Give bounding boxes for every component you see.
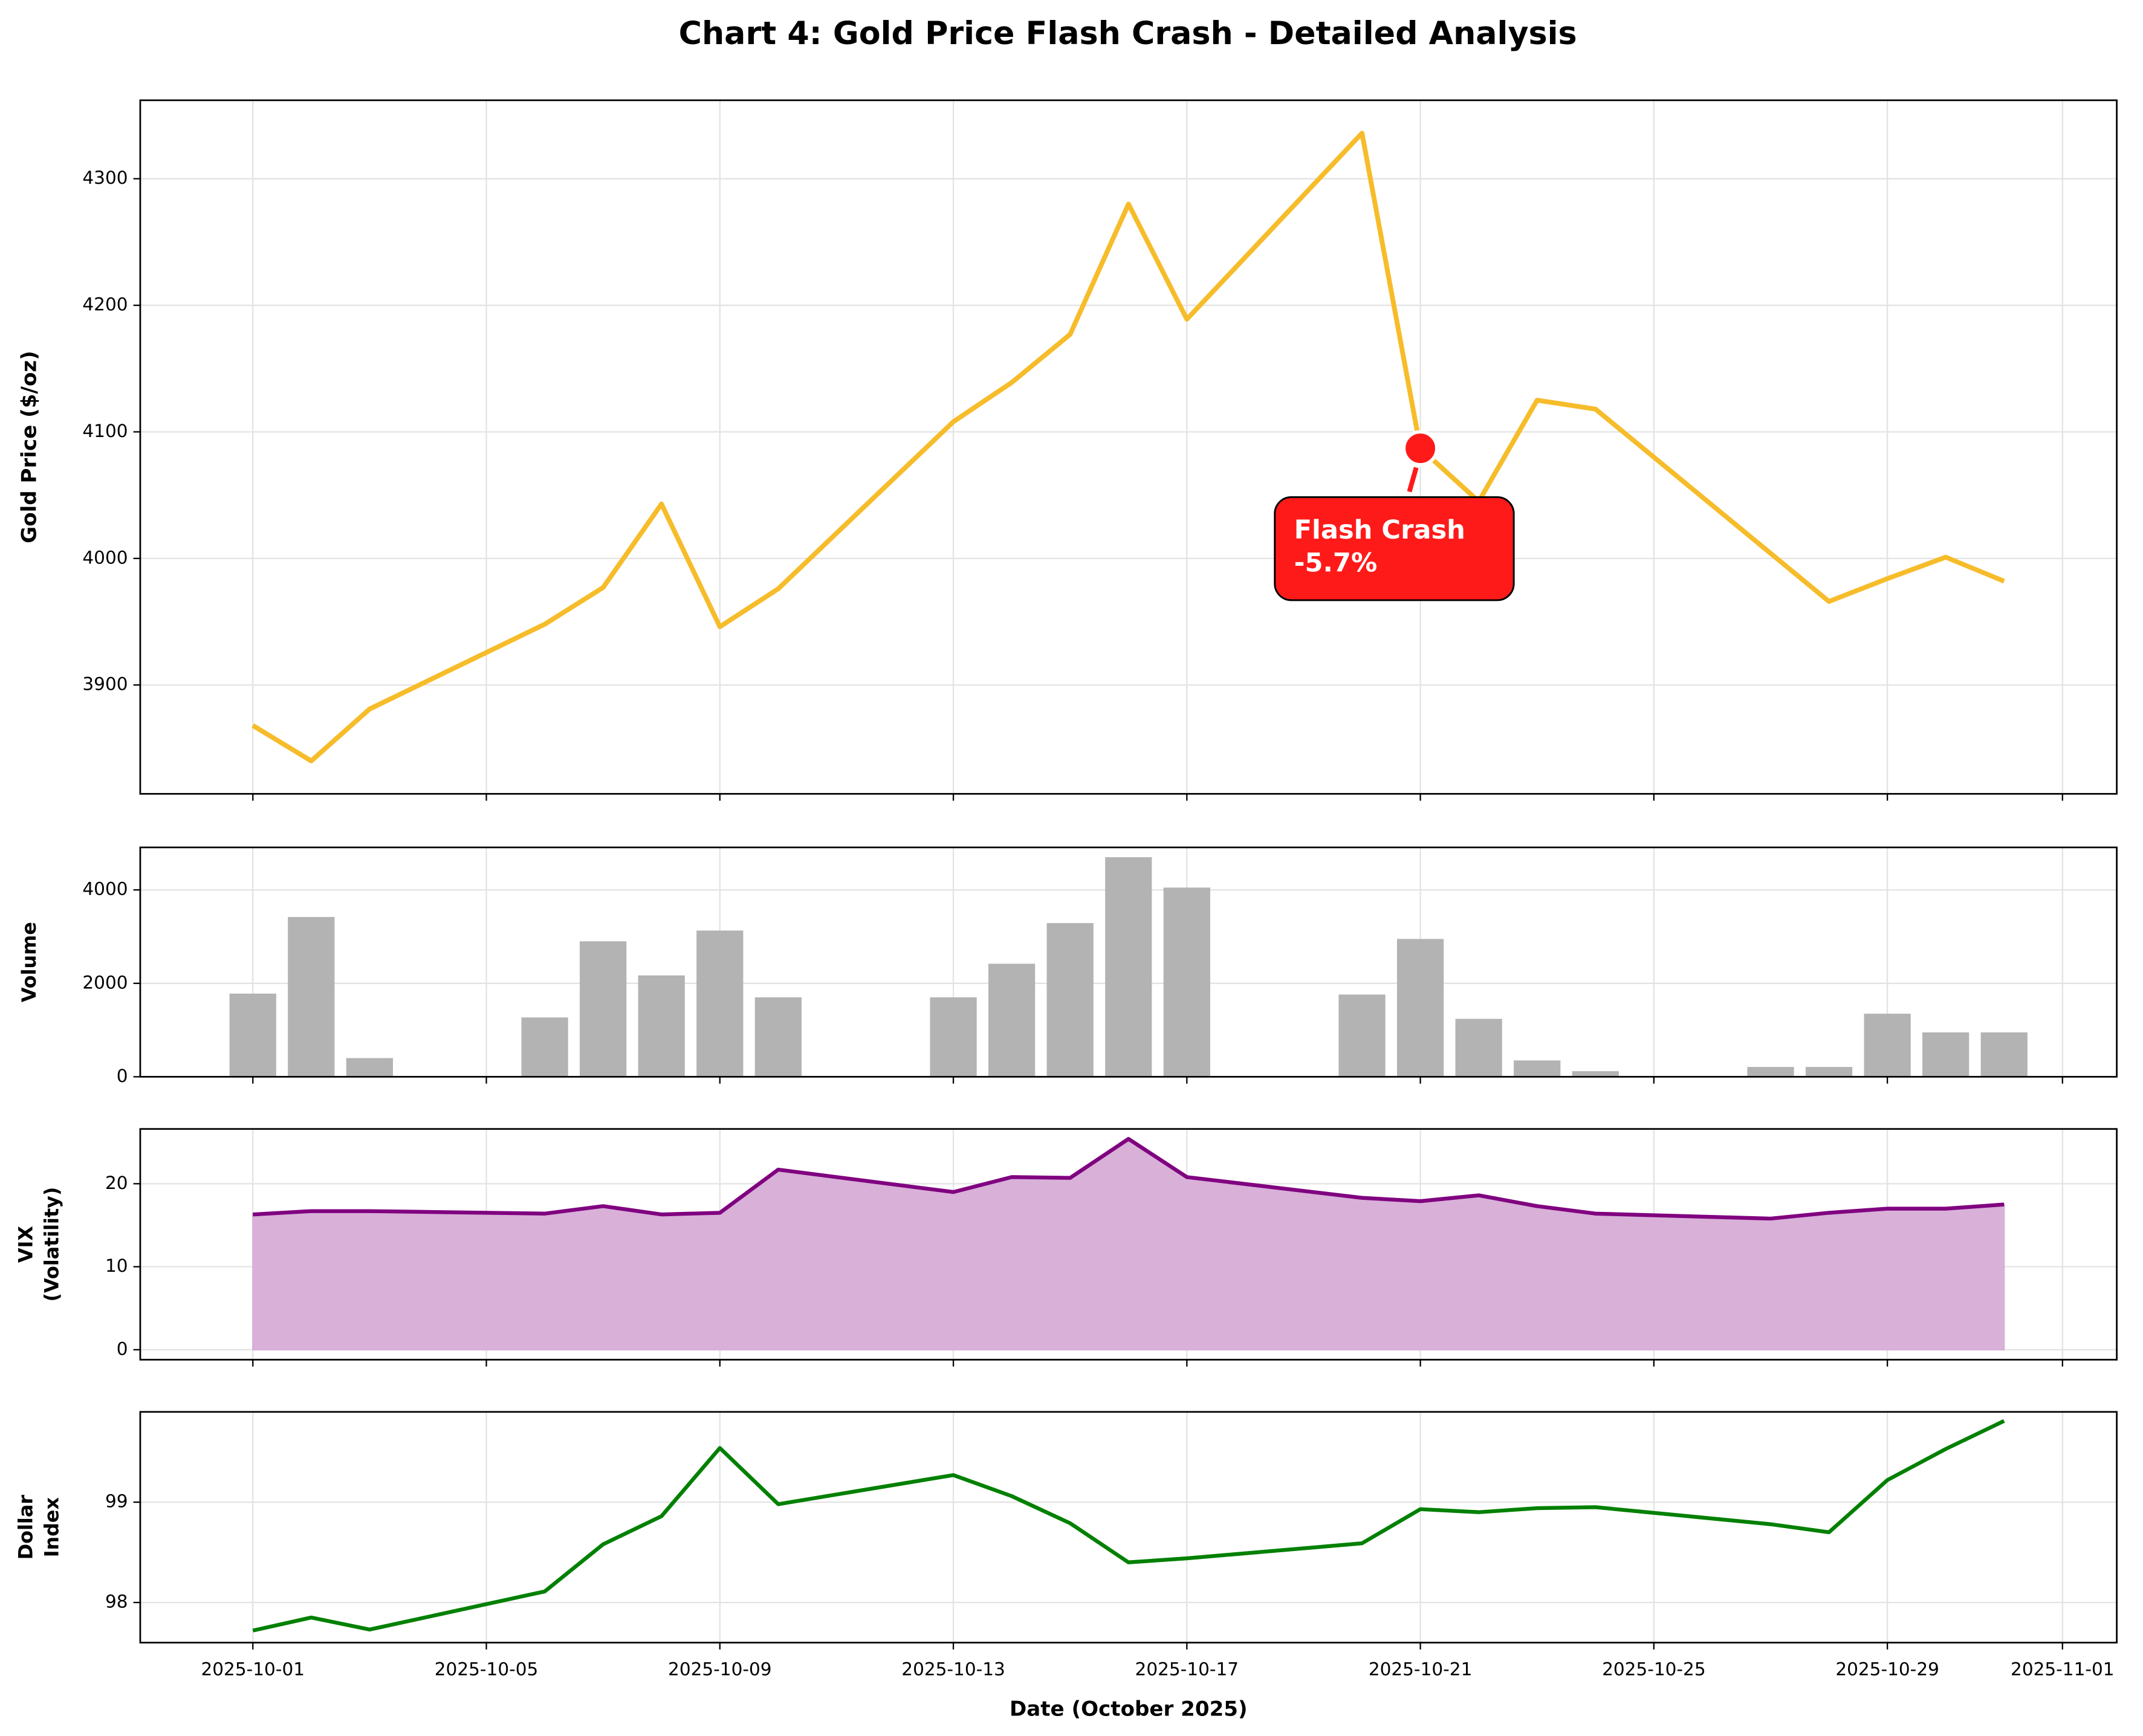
x-tick-label: 2025-11-01: [2011, 1659, 2115, 1679]
volume-bar: [1864, 1014, 1911, 1077]
y-axis-label: Gold Price ($/oz): [18, 351, 42, 543]
x-tick-label: 2025-10-25: [1602, 1659, 1706, 1679]
volume-bar: [1572, 1071, 1619, 1077]
y-tick-label: 99: [105, 1491, 128, 1512]
volume-bar: [754, 997, 802, 1077]
y-tick-label: 4300: [82, 167, 128, 188]
volume-bar: [1455, 1019, 1502, 1077]
y-tick-label: 4000: [82, 879, 128, 899]
plot-frame: [139, 1411, 2118, 1644]
volume-bar: [1922, 1032, 1970, 1077]
x-tick-label: 2025-10-05: [435, 1659, 539, 1679]
volume-bar: [521, 1017, 568, 1077]
x-axis-label: Date (October 2025): [1010, 1697, 1248, 1721]
y-tick-label: 10: [105, 1255, 128, 1276]
plot-frame: [139, 99, 2118, 795]
volume-bar: [229, 993, 276, 1077]
figure-title: Chart 4: Gold Price Flash Crash - Detail…: [679, 16, 1577, 52]
plot-frame: [139, 1128, 2118, 1361]
annotation-arrow: [1407, 467, 1419, 493]
y-axis-label: Dollar: [15, 1495, 37, 1559]
y-tick-label: 4000: [82, 547, 128, 568]
y-axis-label: Volume: [18, 922, 41, 1002]
volume-bar: [1514, 1060, 1561, 1077]
annotation-text: Flash Crash: [1294, 515, 1465, 545]
volume-bar: [1980, 1032, 2028, 1077]
annotation-box: [1274, 496, 1515, 601]
volume-bar: [1105, 857, 1152, 1077]
y-tick-label: 4100: [82, 421, 128, 441]
crash-marker: [1402, 430, 1439, 467]
y-tick-label: 0: [117, 1066, 128, 1086]
x-tick-label: 2025-10-29: [1835, 1659, 1939, 1679]
y-axis-label: (Volatility): [41, 1187, 63, 1302]
volume-bar: [1046, 923, 1094, 1077]
volume-bar: [1163, 887, 1210, 1077]
x-tick-label: 2025-10-17: [1135, 1659, 1239, 1679]
y-axis-label: Index: [41, 1497, 63, 1557]
volume-bar: [638, 975, 685, 1077]
plot-frame: [139, 846, 2118, 1078]
volume-bar: [580, 941, 627, 1077]
y-tick-label: 2000: [82, 972, 128, 993]
volume-bar: [988, 964, 1036, 1077]
x-tick-label: 2025-10-21: [1369, 1659, 1473, 1679]
volume-bar: [1747, 1067, 1794, 1077]
x-tick-label: 2025-10-09: [668, 1659, 772, 1679]
volume-bar: [696, 930, 744, 1077]
annotation-text: -5.7%: [1294, 548, 1378, 578]
vix-line: [253, 1137, 2005, 1221]
y-tick-label: 4200: [82, 294, 128, 315]
y-tick-label: 0: [117, 1338, 128, 1359]
volume-bar: [1338, 994, 1386, 1077]
volume-bar: [1805, 1067, 1853, 1077]
price-line: [252, 1419, 2005, 1633]
y-axis-label: VIX: [15, 1226, 37, 1263]
x-tick-label: 2025-10-13: [901, 1659, 1005, 1679]
y-tick-label: 3900: [82, 674, 128, 695]
volume-bar: [346, 1058, 394, 1077]
price-line: [251, 131, 2005, 763]
y-tick-label: 98: [105, 1592, 128, 1612]
y-tick-label: 20: [105, 1173, 128, 1193]
volume-bar: [1396, 939, 1444, 1077]
volume-bar: [288, 917, 335, 1077]
x-tick-label: 2025-10-01: [201, 1659, 305, 1679]
volume-bar: [930, 997, 977, 1077]
